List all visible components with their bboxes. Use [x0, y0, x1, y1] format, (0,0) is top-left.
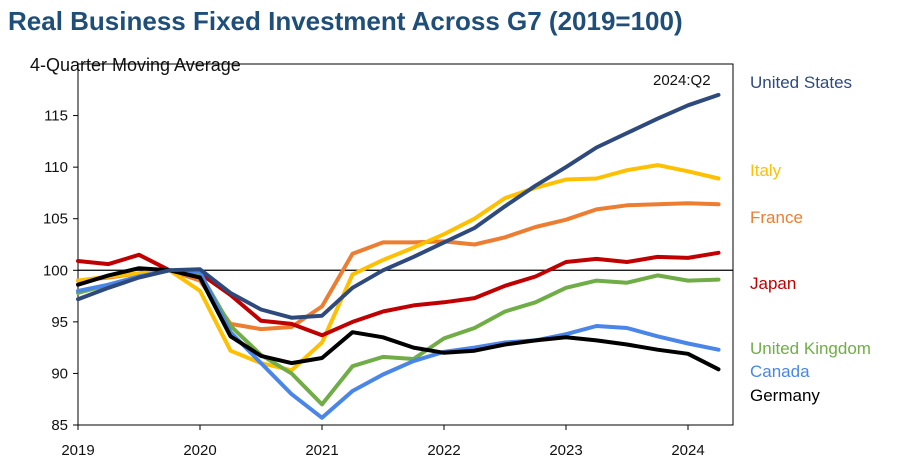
label-canada: Canada [750, 362, 810, 381]
y-tick-label: 100 [43, 262, 68, 279]
x-tick-label: 2022 [427, 442, 460, 459]
label-united-states: United States [750, 73, 853, 92]
series-line-germany [76, 266, 721, 372]
series-line-united-states [76, 92, 721, 320]
label-france: France [750, 208, 803, 227]
series-line-italy [76, 163, 721, 373]
label-united-kingdom: United Kingdom [750, 339, 871, 358]
label-japan: Japan [750, 274, 797, 293]
y-tick-label: 105 [43, 211, 68, 228]
x-tick-label: 2023 [549, 442, 582, 459]
x-tick-label: 2021 [305, 442, 338, 459]
latest-date-annotation: 2024:Q2 [653, 72, 711, 89]
label-germany: Germany [750, 386, 820, 405]
label-italy: Italy [750, 161, 782, 180]
y-tick-label: 115 [44, 108, 68, 125]
x-tick-label: 2024 [671, 442, 704, 459]
plot-frame [77, 63, 734, 426]
x-tick-label: 2020 [183, 442, 216, 459]
series-line-united-kingdom [76, 268, 721, 407]
chart-subtitle: 4-Quarter Moving Average [30, 55, 241, 75]
y-tick-label: 90 [51, 365, 68, 382]
y-tick-label: 110 [44, 159, 68, 176]
x-tick-label: 2019 [61, 442, 94, 459]
y-tick-label: 95 [51, 314, 68, 331]
y-tick-label: 85 [51, 417, 68, 434]
chart-title: Real Business Fixed Investment Across G7… [8, 6, 683, 36]
